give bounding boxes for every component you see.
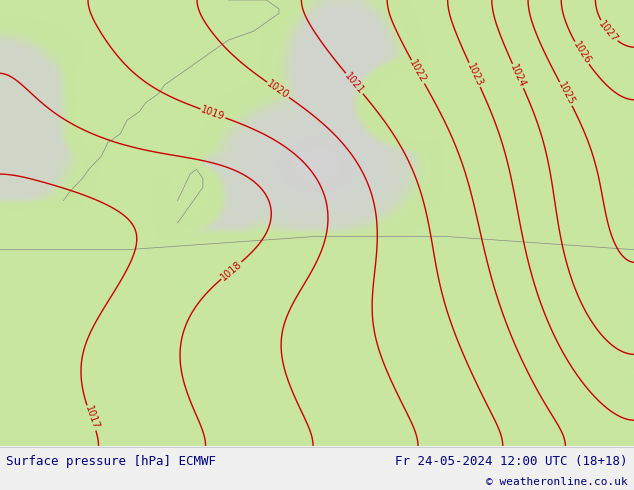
Text: 1021: 1021	[342, 71, 366, 96]
Text: 1019: 1019	[200, 104, 226, 122]
Text: 1024: 1024	[508, 63, 527, 89]
Text: 1023: 1023	[465, 62, 484, 88]
Text: 1020: 1020	[265, 78, 291, 101]
Text: 1017: 1017	[82, 405, 100, 431]
Text: 1025: 1025	[556, 80, 576, 107]
Text: Fr 24-05-2024 12:00 UTC (18+18): Fr 24-05-2024 12:00 UTC (18+18)	[395, 455, 628, 468]
Text: 1018: 1018	[219, 259, 244, 282]
Text: © weatheronline.co.uk: © weatheronline.co.uk	[486, 477, 628, 487]
Text: 1022: 1022	[408, 59, 429, 85]
Text: 1026: 1026	[571, 40, 592, 66]
Text: Surface pressure [hPa] ECMWF: Surface pressure [hPa] ECMWF	[6, 455, 216, 468]
Text: 1027: 1027	[597, 19, 620, 44]
